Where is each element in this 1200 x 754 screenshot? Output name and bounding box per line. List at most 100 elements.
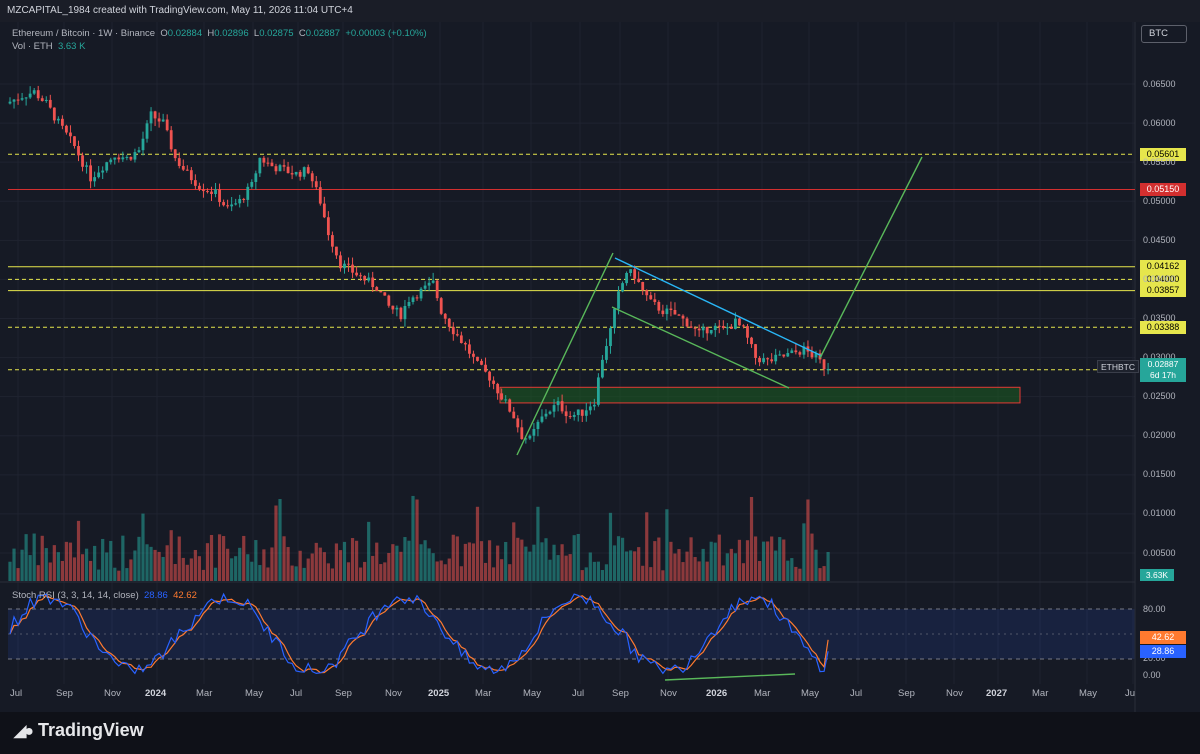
volume-bar [181,557,185,581]
candle-body [649,295,653,300]
candle-body [580,409,584,416]
tradingview-logo[interactable]: ◢● TradingView [14,720,144,741]
volume-bar [713,542,717,581]
volume-bar [552,544,556,581]
volume-bar [620,537,625,581]
candle-body [653,299,657,302]
candle-body [8,101,12,104]
volume-bar [564,555,568,581]
volume-bar [568,554,572,581]
candle-body [641,281,645,291]
time-tick: Nov [104,688,121,699]
volume-bar [242,535,246,581]
candle-body [181,165,185,170]
volume-bar [741,563,746,581]
volume-bar [193,549,197,581]
candle-body [556,401,560,406]
candle-body [625,273,628,284]
volume-bar [500,559,504,581]
volume-bar [354,540,359,581]
volume-bar [262,549,266,581]
volume-bar [20,549,24,581]
candle-body [673,310,677,315]
volume-bar [596,561,600,581]
support-trendline [611,306,790,389]
candle-body [379,291,383,293]
symbol-legend[interactable]: Ethereum / Bitcoin · 1W · Binance O0.028… [12,28,427,39]
trend-drawings [516,156,923,681]
volume-bar [302,567,306,581]
volume-bar [113,567,117,581]
volume-bar [790,558,794,581]
candle-body [69,132,72,137]
volume-bar [250,561,254,581]
candle-body [403,305,407,320]
volume-bar [612,545,617,581]
rsi-legend[interactable]: Stoch RSI (3, 3, 14, 14, close) 28.86 42… [12,590,197,601]
rsi-d-tag: 42.62 [1140,631,1186,644]
candle-body [794,350,798,353]
candle-body [133,152,137,160]
volume-bar [451,534,455,581]
candle-body [32,90,36,94]
price-tick: 0.01000 [1143,508,1176,519]
volume-bar [560,544,564,581]
volume-bar [459,566,463,581]
volume-bar [80,554,85,581]
volume-bar [810,533,814,581]
candle-body [742,325,745,327]
volume-bar [226,548,230,581]
volume-value: 3.63 K [57,41,86,52]
volume-bar [403,537,407,581]
candle-body [286,166,290,174]
chart-canvas[interactable] [0,0,1200,712]
candle-body [250,181,254,187]
level-label: 0.04000 [1140,272,1186,286]
volume-legend[interactable]: Vol · ETH 3.63 K [12,41,85,52]
currency-button[interactable]: BTC [1141,25,1187,43]
volume-bar [294,566,298,581]
candle-body [121,157,125,160]
volume-bar [512,522,516,581]
candle-body [36,90,40,99]
volume-bar [298,550,302,581]
time-tick: 2025 [428,688,450,699]
volume-bar [209,534,214,581]
volume-bar [657,537,661,581]
volume-bar [141,513,145,581]
candle-body [282,165,286,167]
candle-body [347,263,350,265]
candle-body [609,328,612,347]
volume-bar [407,540,411,581]
time-tick: Ju [1125,688,1136,699]
candle-body [552,405,556,412]
candle-body [343,263,346,269]
candle-body [504,399,508,401]
close-label: C [298,28,306,39]
volume-bar [818,568,822,581]
candle-body [189,170,193,181]
low-label: L [253,28,260,39]
volume-bar [588,552,592,581]
volume-bar [48,562,52,581]
volume-bar [540,542,544,581]
volume-bar [286,547,290,581]
candle-body [226,205,230,207]
candle-body [814,353,818,358]
candle-body [750,337,753,345]
candle-body [278,165,282,172]
candle-body [451,326,455,335]
candle-body [210,191,213,195]
candle-body [44,99,48,102]
candle-body [101,170,105,173]
volume-bar [173,564,177,581]
price-tick: 0.00500 [1143,547,1176,558]
time-tick: Jul [290,688,303,699]
candle-body [93,177,97,182]
candle-body [480,360,483,365]
volume-bar [624,551,629,581]
volume-bar [705,561,709,581]
candle-body [685,318,689,327]
volume-bar [685,551,689,581]
volume-bar [697,561,701,581]
